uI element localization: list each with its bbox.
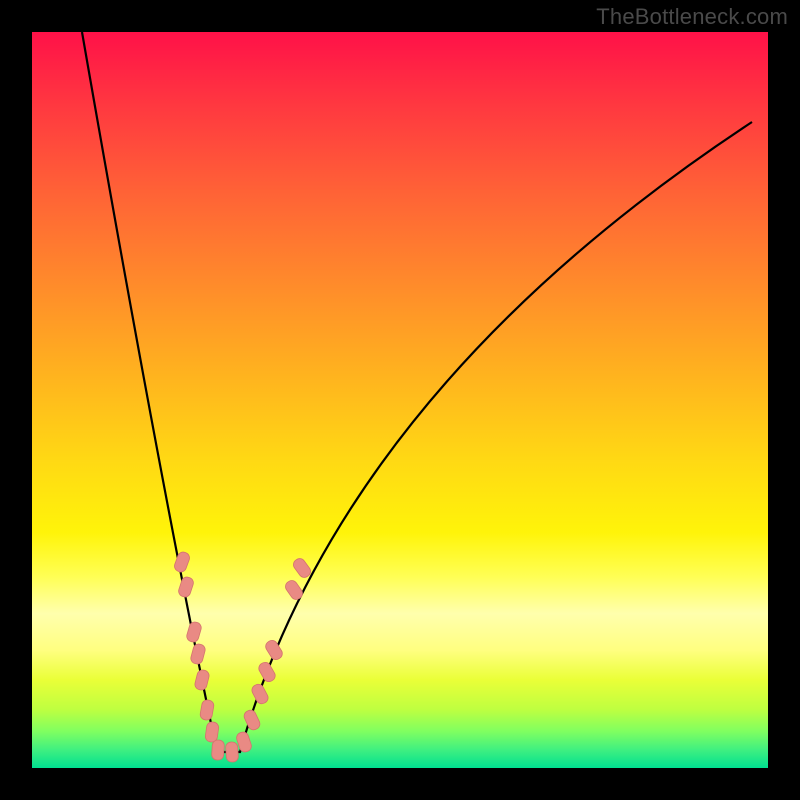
data-marker bbox=[291, 556, 312, 579]
data-marker bbox=[205, 721, 220, 742]
v-curve bbox=[82, 32, 752, 752]
data-marker bbox=[173, 551, 191, 574]
data-marker bbox=[242, 708, 261, 731]
data-marker bbox=[199, 699, 214, 721]
data-marker bbox=[194, 669, 210, 691]
watermark-text: TheBottleneck.com bbox=[596, 4, 788, 30]
data-marker bbox=[250, 682, 270, 705]
curve-layer bbox=[32, 32, 768, 768]
data-marker bbox=[257, 660, 277, 683]
data-marker bbox=[283, 578, 304, 601]
data-marker bbox=[185, 621, 202, 644]
data-marker bbox=[225, 742, 238, 763]
plot-area bbox=[32, 32, 768, 768]
data-marker bbox=[264, 638, 285, 661]
data-marker bbox=[190, 643, 207, 665]
data-marker bbox=[177, 576, 195, 599]
data-marker bbox=[211, 740, 224, 761]
marker-group bbox=[173, 551, 313, 763]
chart-container: TheBottleneck.com bbox=[0, 0, 800, 800]
